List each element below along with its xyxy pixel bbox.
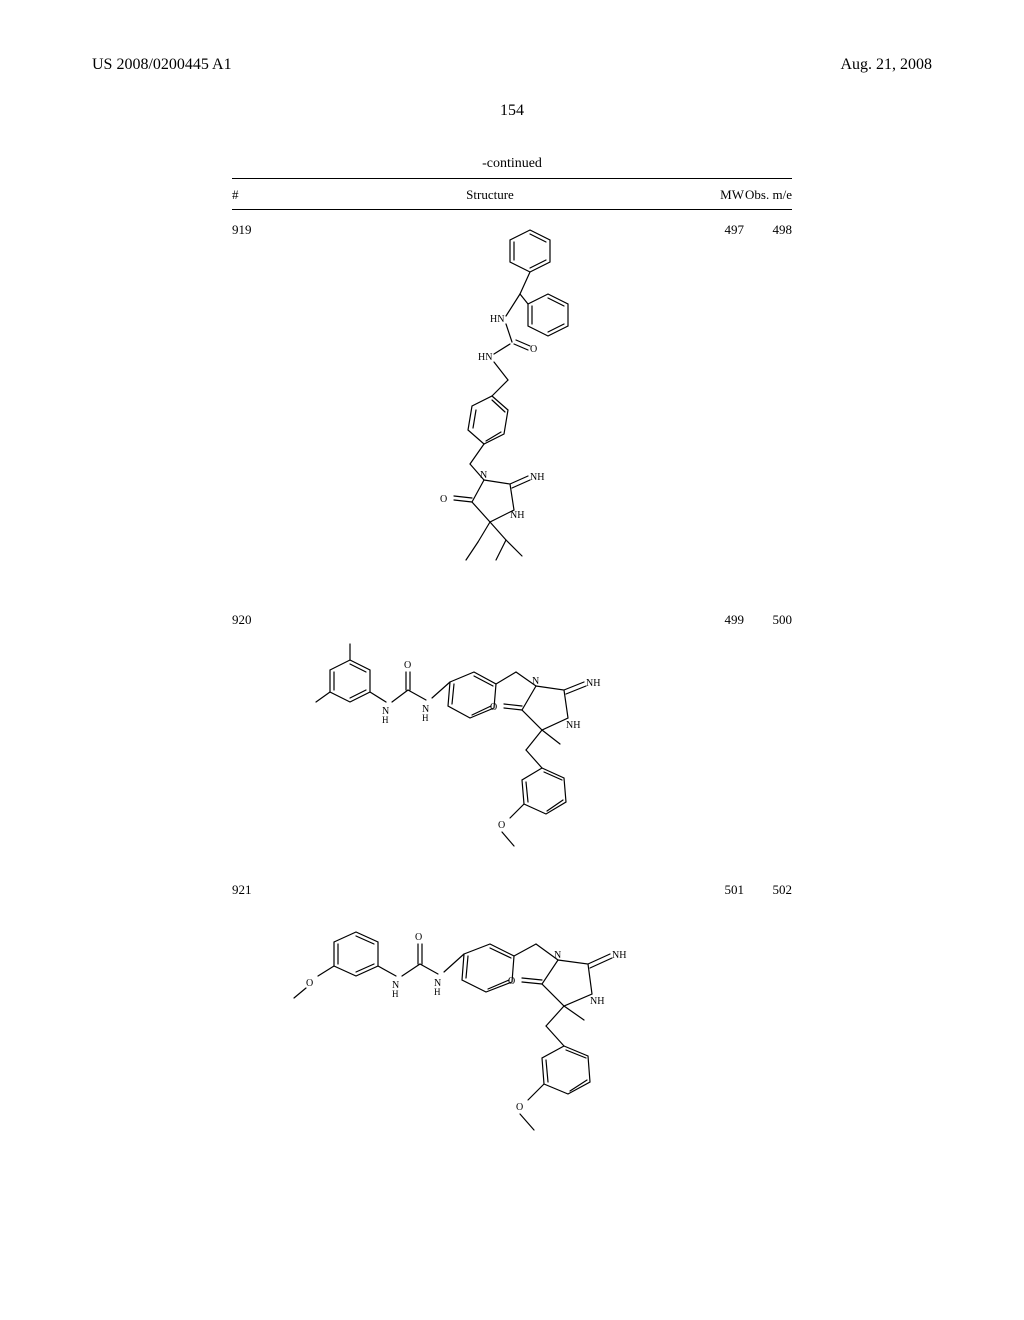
compound-number: 920 — [232, 610, 280, 628]
svg-text:NH: NH — [566, 720, 580, 731]
svg-text:HN: HN — [490, 314, 504, 325]
publication-number: US 2008/0200445 A1 — [92, 56, 232, 74]
compound-mw: 497 — [700, 220, 744, 238]
svg-text:NH: NH — [530, 472, 544, 483]
compound-structure-cell: HN O HN — [280, 220, 700, 600]
svg-text:O: O — [404, 660, 411, 671]
svg-text:NH: NH — [510, 510, 524, 521]
chemical-structure-921: O N H O N — [280, 880, 700, 1160]
compound-mw: 501 — [700, 880, 744, 898]
table-row: 919 — [232, 210, 792, 600]
compound-structure-cell: O N H O N — [280, 880, 700, 1160]
svg-text:O: O — [440, 494, 447, 505]
col-header-num: # — [232, 187, 280, 203]
svg-text:H: H — [422, 713, 429, 723]
compound-obs: 498 — [744, 220, 792, 238]
col-header-obs: Obs. m/e — [744, 187, 792, 203]
col-header-mw: MW — [700, 187, 744, 203]
compound-obs: 500 — [744, 610, 792, 628]
table-title: -continued — [232, 156, 792, 172]
svg-text:O: O — [530, 344, 537, 355]
chemical-structure-919: HN O HN — [360, 220, 620, 600]
col-header-structure: Structure — [280, 187, 700, 203]
svg-text:H: H — [434, 987, 441, 997]
table-body: 919 — [232, 210, 792, 1160]
compound-mw: 499 — [700, 610, 744, 628]
svg-text:O: O — [306, 978, 313, 989]
table-row: 921 O — [232, 870, 792, 1160]
chemical-structure-920: N H O N H — [290, 610, 690, 870]
svg-text:O: O — [508, 976, 515, 987]
compound-obs: 502 — [744, 880, 792, 898]
patent-page: US 2008/0200445 A1 Aug. 21, 2008 154 -co… — [0, 0, 1024, 1320]
svg-text:O: O — [490, 702, 497, 713]
table-column-headers: # Structure MW Obs. m/e — [232, 179, 792, 209]
svg-text:HN: HN — [478, 352, 492, 363]
table-row: 920 N — [232, 600, 792, 870]
compound-structure-cell: N H O N H — [280, 610, 700, 870]
publication-date: Aug. 21, 2008 — [840, 56, 932, 74]
svg-text:NH: NH — [612, 950, 626, 961]
compound-number: 919 — [232, 220, 280, 238]
compound-number: 921 — [232, 880, 280, 898]
page-number: 154 — [92, 102, 932, 120]
page-header: US 2008/0200445 A1 Aug. 21, 2008 — [92, 56, 932, 74]
svg-text:N: N — [554, 950, 561, 961]
svg-text:NH: NH — [586, 678, 600, 689]
svg-text:O: O — [498, 820, 505, 831]
svg-text:NH: NH — [590, 996, 604, 1007]
svg-text:O: O — [415, 932, 422, 943]
svg-text:H: H — [392, 989, 399, 999]
svg-text:N: N — [480, 470, 487, 481]
compound-table: -continued # Structure MW Obs. m/e 919 — [232, 156, 792, 1160]
svg-text:H: H — [382, 715, 389, 725]
svg-text:N: N — [532, 676, 539, 687]
svg-text:O: O — [516, 1102, 523, 1113]
